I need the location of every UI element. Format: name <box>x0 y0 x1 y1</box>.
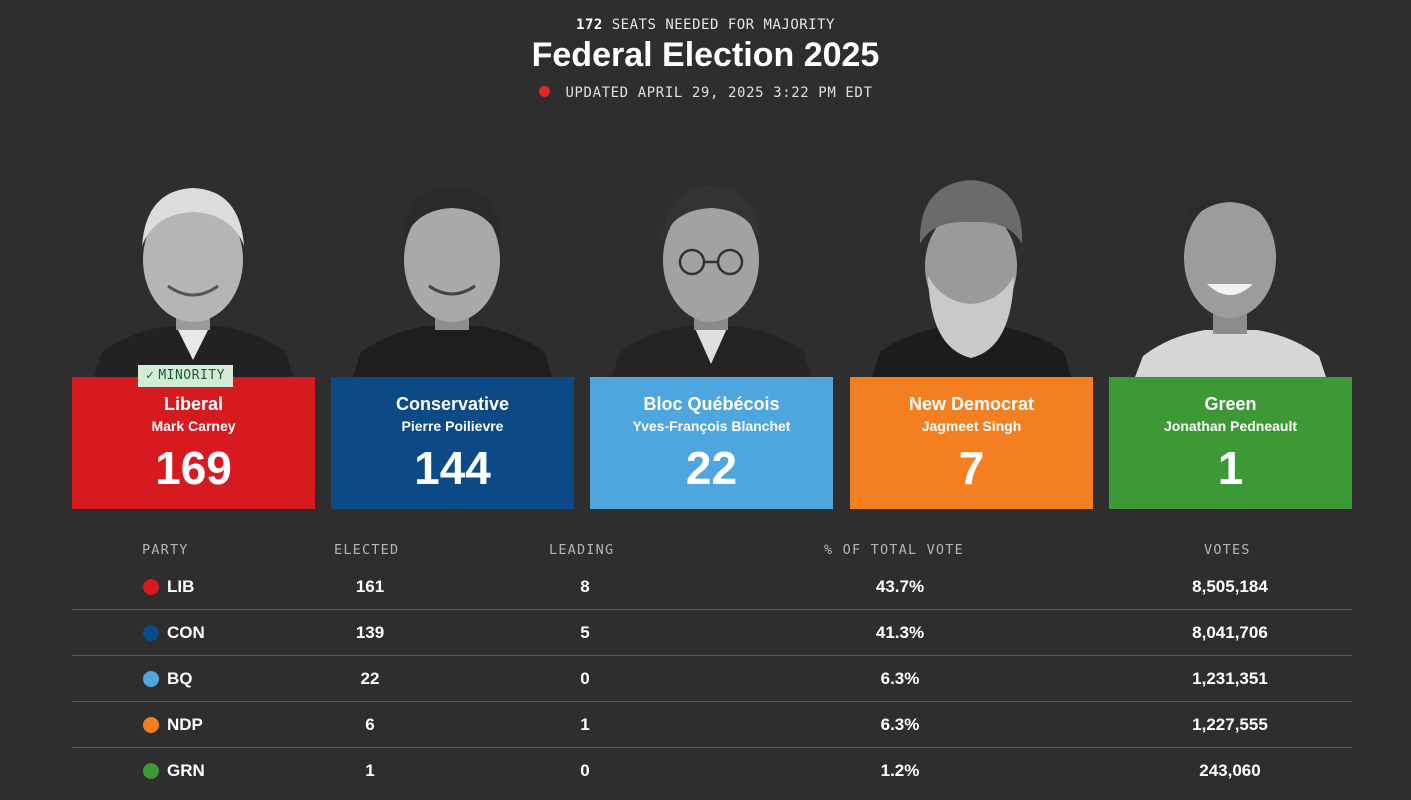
elected-count: 22 <box>360 669 380 688</box>
majority-threshold: 172 SEATS NEEDED FOR MAJORITY <box>0 17 1411 33</box>
leading-count: 0 <box>580 761 590 780</box>
party-cards: ✓ MINORITY Liberal Mark Carney 169 Conser… <box>72 180 1352 510</box>
check-icon: ✓ <box>146 368 155 383</box>
vote-count: 1,231,351 <box>1192 669 1268 688</box>
live-indicator-icon <box>538 86 550 97</box>
party-color-dot-icon <box>143 763 159 779</box>
vote-count: 1,227,555 <box>1192 715 1268 734</box>
header-votes[interactable]: VOTES <box>1204 542 1251 558</box>
leader-portrait <box>331 180 574 377</box>
vote-count: 243,060 <box>1199 761 1261 780</box>
elected-count: 139 <box>355 623 385 642</box>
vote-share: 6.3% <box>880 669 920 688</box>
leader-name: Jonathan Pedneault <box>1163 418 1298 434</box>
header-party[interactable]: PARTY <box>142 542 189 558</box>
party-abbrev: NDP <box>167 715 203 734</box>
vote-count: 8,041,706 <box>1192 623 1268 642</box>
update-timestamp: UPDATED APRIL 29, 2025 3:22 PM EDT <box>565 85 873 101</box>
party-color-dot-icon <box>143 671 159 687</box>
leader-name: Pierre Poilievre <box>401 418 504 434</box>
party-card-new-democrat[interactable]: New Democrat Jagmeet Singh 7 <box>850 180 1093 509</box>
elected-count: 1 <box>365 761 375 780</box>
table-row-con[interactable]: CON 139 5 41.3% 8,041,706 <box>72 610 1352 656</box>
leader-name: Yves-François Blanchet <box>632 418 791 434</box>
party-name: Liberal <box>163 394 224 414</box>
table-row-grn[interactable]: GRN 1 0 1.2% 243,060 <box>72 748 1352 793</box>
leader-name: Mark Carney <box>151 418 236 434</box>
seat-total: 169 <box>155 442 232 494</box>
vote-count: 8,505,184 <box>1192 577 1268 596</box>
header-elected[interactable]: ELECTED <box>334 542 400 558</box>
party-color-dot-icon <box>143 579 159 595</box>
party-abbrev: GRN <box>167 761 205 780</box>
header-leading[interactable]: LEADING <box>549 542 615 558</box>
results-table: PARTY ELECTED LEADING % OF TOTAL VOTE VO… <box>72 538 1352 793</box>
party-abbrev: BQ <box>167 669 193 688</box>
seat-total: 1 <box>1217 442 1244 494</box>
party-card-box: Conservative Pierre Poilievre 144 <box>331 377 574 509</box>
update-status: UPDATED APRIL 29, 2025 3:22 PM EDT <box>0 85 1411 101</box>
elected-count: 6 <box>365 715 375 734</box>
header-vote-share[interactable]: % OF TOTAL VOTE <box>824 542 964 558</box>
elected-count: 161 <box>355 577 385 596</box>
party-card-box: Bloc Québécois Yves-François Blanchet 22 <box>590 377 833 509</box>
table-header: PARTY ELECTED LEADING % OF TOTAL VOTE VO… <box>72 538 1352 564</box>
party-card-box: New Democrat Jagmeet Singh 7 <box>850 377 1093 509</box>
vote-share: 1.2% <box>880 761 920 780</box>
majority-number: 172 <box>576 17 603 33</box>
party-card-green[interactable]: Green Jonathan Pedneault 1 <box>1109 180 1352 509</box>
vote-share: 43.7% <box>875 577 925 596</box>
leading-count: 1 <box>580 715 590 734</box>
vote-share: 6.3% <box>880 715 920 734</box>
table-row-ndp[interactable]: NDP 6 1 6.3% 1,227,555 <box>72 702 1352 748</box>
leader-portrait <box>590 180 833 377</box>
table-row-bq[interactable]: BQ 22 0 6.3% 1,231,351 <box>72 656 1352 702</box>
party-card-conservative[interactable]: Conservative Pierre Poilievre 144 <box>331 180 574 509</box>
vote-share: 41.3% <box>875 623 925 642</box>
party-card-liberal[interactable]: ✓ MINORITY Liberal Mark Carney 169 <box>72 180 315 509</box>
leading-count: 8 <box>580 577 590 596</box>
leader-portrait <box>1109 180 1352 377</box>
minority-badge: ✓ MINORITY <box>138 365 233 387</box>
seat-total: 22 <box>685 442 738 494</box>
party-card-box: Green Jonathan Pedneault 1 <box>1109 377 1352 509</box>
leader-portrait <box>72 180 315 377</box>
leading-count: 0 <box>580 669 590 688</box>
party-color-dot-icon <box>143 717 159 733</box>
party-name: Conservative <box>395 394 510 414</box>
party-abbrev: LIB <box>167 577 195 596</box>
page-title: Federal Election 2025 <box>531 36 880 74</box>
table-row-lib[interactable]: LIB 161 8 43.7% 8,505,184 <box>72 564 1352 610</box>
party-name: New Democrat <box>908 394 1035 414</box>
leader-portrait <box>850 180 1093 377</box>
majority-label: SEATS NEEDED FOR MAJORITY <box>611 17 835 33</box>
leader-name: Jagmeet Singh <box>921 418 1022 434</box>
seat-total: 7 <box>958 442 985 494</box>
party-card-bloc-quebecois[interactable]: Bloc Québécois Yves-François Blanchet 22 <box>590 180 833 509</box>
party-card-box: ✓ MINORITY Liberal Mark Carney 169 <box>72 365 315 509</box>
party-name: Bloc Québécois <box>643 394 780 414</box>
seat-total: 144 <box>414 442 491 494</box>
party-color-dot-icon <box>143 625 159 641</box>
party-abbrev: CON <box>167 623 205 642</box>
leading-count: 5 <box>580 623 590 642</box>
party-name: Green <box>1204 394 1257 414</box>
